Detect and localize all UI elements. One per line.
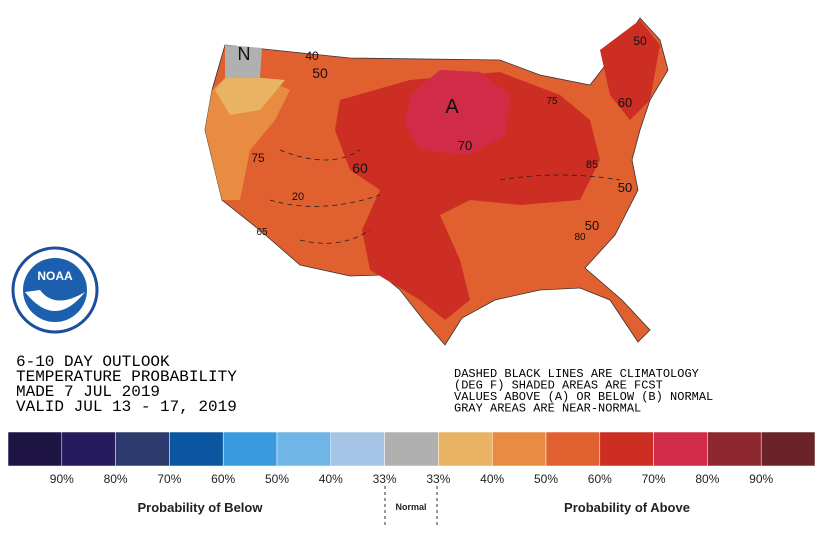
legend: Probability of Below Normal Probability … xyxy=(7,431,816,528)
legend-label: 90% xyxy=(749,472,773,486)
map-label: 70 xyxy=(458,138,472,153)
climatology-lines xyxy=(269,149,621,244)
legend-label: 90% xyxy=(50,472,74,486)
map-label: 60 xyxy=(352,160,368,176)
note-line: VALUES ABOVE (A) OR BELOW (B) NORMAL xyxy=(454,390,713,404)
legend-label: 80% xyxy=(104,472,128,486)
legend-label: 80% xyxy=(695,472,719,486)
legend-swatch xyxy=(61,431,116,467)
legend-label: 70% xyxy=(157,472,181,486)
map-label: 50 xyxy=(633,34,647,48)
legend-label: 60% xyxy=(588,472,612,486)
legend-swatch xyxy=(599,431,654,467)
map xyxy=(204,17,669,346)
map-label: 50 xyxy=(585,218,599,233)
region-60-ne xyxy=(600,20,660,120)
map-label: 60 xyxy=(618,95,632,110)
below-caption: Probability of Below xyxy=(138,500,264,515)
logo-label: NOAA xyxy=(37,269,73,283)
legend-label: 33% xyxy=(426,472,450,486)
legend-swatch xyxy=(169,431,224,467)
map-label: 85 xyxy=(586,159,598,171)
legend-label: 40% xyxy=(319,472,343,486)
header-line: MADE 7 JUL 2019 xyxy=(16,383,160,401)
near-normal-area xyxy=(225,45,262,78)
legend-swatch xyxy=(760,431,816,467)
map-label: 65 xyxy=(256,227,268,238)
legend-swatch xyxy=(330,431,385,467)
normal-caption: Normal xyxy=(395,502,426,512)
legend-swatch xyxy=(276,431,332,467)
legend-swatch xyxy=(545,431,601,467)
legend-swatch xyxy=(653,431,708,467)
note: DASHED BLACK LINES ARE CLIMATOLOGY(DEG F… xyxy=(454,367,713,416)
map-label: 50 xyxy=(618,180,632,195)
map-label: 50 xyxy=(312,65,328,81)
logo-disk xyxy=(23,258,87,322)
map-label: 40 xyxy=(305,49,319,63)
map-label: 80 xyxy=(574,232,586,243)
note-line: DASHED BLACK LINES ARE CLIMATOLOGY xyxy=(454,367,699,381)
legend-swatch xyxy=(491,431,547,467)
legend-label: 70% xyxy=(642,472,666,486)
above-caption: Probability of Above xyxy=(564,500,690,515)
logo-bird xyxy=(25,290,85,311)
map-label: 75 xyxy=(546,96,558,107)
map-label: 20 xyxy=(292,191,304,203)
legend-label: 50% xyxy=(265,472,289,486)
legend-label: 33% xyxy=(373,472,397,486)
map-label: N xyxy=(238,44,251,64)
legend-label: 40% xyxy=(480,472,504,486)
legend-swatch xyxy=(7,431,63,467)
header-line: 6-10 DAY OUTLOOK xyxy=(16,353,170,371)
region-70 xyxy=(405,70,510,155)
header-line: VALID JUL 13 - 17, 2019 xyxy=(16,398,237,416)
legend-swatch xyxy=(384,431,439,467)
map-label: A xyxy=(445,96,459,118)
region-60 xyxy=(335,72,600,320)
legend-swatch xyxy=(707,431,762,467)
legend-label: 60% xyxy=(211,472,235,486)
logo: NOAA xyxy=(11,246,99,334)
note-line: (DEG F) SHADED AREAS ARE FCST xyxy=(454,379,663,393)
legend-label: 50% xyxy=(534,472,558,486)
region-40 xyxy=(215,75,285,115)
header-line: TEMPERATURE PROBABILITY xyxy=(16,368,237,386)
legend-swatch xyxy=(438,431,493,467)
legend-swatch xyxy=(222,431,278,467)
note-line: GRAY AREAS ARE NEAR-NORMAL xyxy=(454,402,641,416)
map-label: 75 xyxy=(251,151,265,165)
legend-swatch xyxy=(115,431,170,467)
